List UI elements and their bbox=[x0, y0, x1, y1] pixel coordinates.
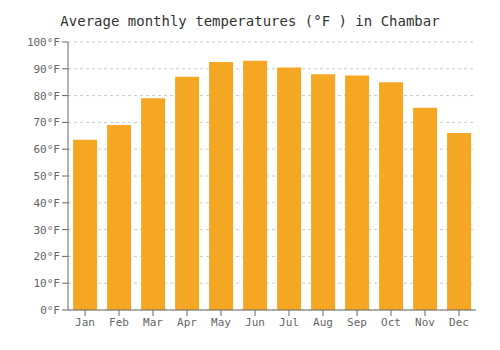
svg-text:Dec: Dec bbox=[449, 316, 469, 329]
svg-text:Feb: Feb bbox=[109, 316, 129, 329]
svg-text:Mar: Mar bbox=[143, 316, 163, 329]
svg-text:40°F: 40°F bbox=[34, 197, 61, 210]
svg-text:10°F: 10°F bbox=[34, 277, 61, 290]
svg-text:Oct: Oct bbox=[381, 316, 401, 329]
svg-text:30°F: 30°F bbox=[34, 224, 61, 237]
svg-text:Sep: Sep bbox=[347, 316, 367, 329]
html-text:Average monthly temperatures (: Average monthly temperatures (°F ) in Ch… bbox=[60, 13, 440, 29]
svg-text:Apr: Apr bbox=[177, 316, 197, 329]
svg-text:60°F: 60°F bbox=[34, 143, 61, 156]
svg-text:80°F: 80°F bbox=[34, 90, 61, 103]
svg-text:Jul: Jul bbox=[279, 316, 299, 329]
svg-text:Nov: Nov bbox=[415, 316, 435, 329]
svg-text:90°F: 90°F bbox=[34, 63, 61, 76]
svg-text:0°F: 0°F bbox=[40, 304, 60, 317]
svg-text:Aug: Aug bbox=[313, 316, 333, 329]
svg-text:May: May bbox=[211, 316, 231, 329]
svg-text:Jun: Jun bbox=[245, 316, 265, 329]
svg-text:20°F: 20°F bbox=[34, 250, 61, 263]
svg-text:50°F: 50°F bbox=[34, 170, 61, 183]
svg-text:Jan: Jan bbox=[75, 316, 95, 329]
svg-text:70°F: 70°F bbox=[34, 116, 61, 129]
svg-text:100°F: 100°F bbox=[27, 36, 60, 49]
